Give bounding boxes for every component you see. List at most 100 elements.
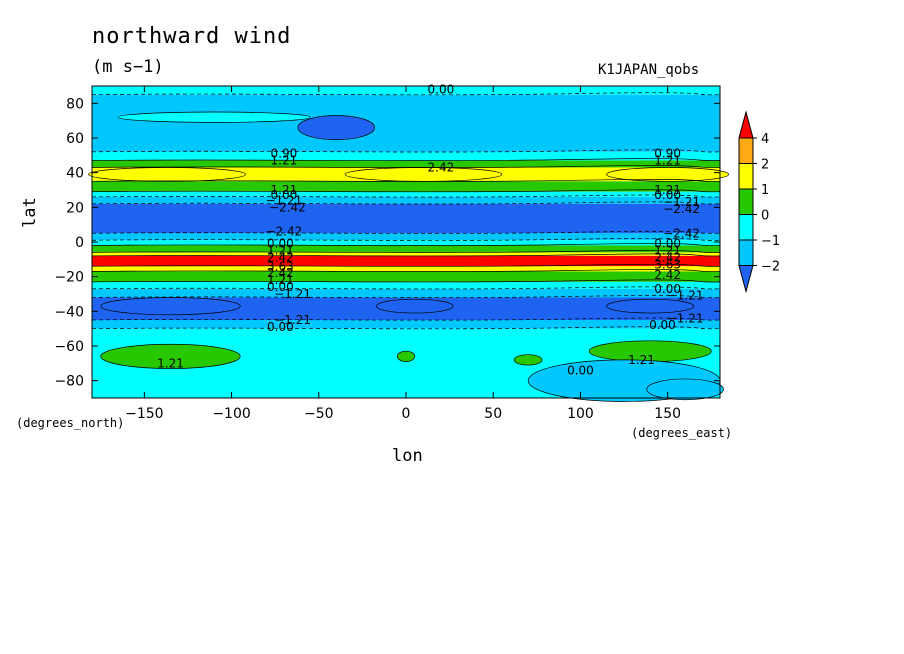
contour-label: 2.42 <box>654 268 681 282</box>
zonal-band <box>92 196 720 204</box>
colorbar-box <box>738 137 754 164</box>
contour-label: 0.00 <box>428 82 455 96</box>
contour-label: 0.90 <box>271 147 298 161</box>
zonal-band <box>92 245 720 253</box>
contour-line <box>91 201 721 205</box>
colorbar: 4 2 1 0 −1 −2 <box>738 110 780 294</box>
contour-line <box>91 295 721 298</box>
contour-line <box>91 231 721 234</box>
y-tick-label: −40 <box>54 304 84 320</box>
chart-title: northward wind <box>92 24 292 49</box>
colorbar-bottom-arrow <box>738 265 754 294</box>
zonal-band <box>92 160 720 168</box>
contour-patch <box>100 343 241 369</box>
contour-label: 1.21 <box>628 353 655 367</box>
zonal-band <box>92 233 720 241</box>
zonal-band <box>92 320 720 329</box>
contour-label: 1.21 <box>654 183 681 197</box>
y-tick-label: 20 <box>66 200 84 216</box>
y-tick-label: −80 <box>54 374 84 390</box>
contour-line <box>91 326 721 330</box>
run-label: K1JAPAN_qobs <box>598 62 700 78</box>
y-tick-label: 40 <box>66 166 84 182</box>
x-axis-label: lon <box>392 446 423 466</box>
contour-label: 2.42 <box>267 266 294 280</box>
zonal-band <box>92 240 720 246</box>
x-units-note: (degrees_east) <box>631 426 733 440</box>
contour-label: 0.00 <box>567 363 594 377</box>
x-tick-label: −150 <box>125 406 163 422</box>
contour-line <box>91 317 721 321</box>
contour-label: 1.21 <box>271 183 298 197</box>
contour-label: 0.00 <box>271 188 298 202</box>
contour-labels: 0.000.901.21 0.901.212.421.210.00−1.21−2.… <box>157 82 703 377</box>
y-tick-label: 60 <box>66 131 84 147</box>
colorbar-label: 4 <box>761 132 769 147</box>
contour-label: −2.42 <box>663 226 700 240</box>
contour-label: 1.21 <box>267 273 294 287</box>
contour-patch <box>88 167 246 182</box>
y-tick-label: −60 <box>54 339 84 355</box>
y-tick-label: 0 <box>75 235 84 251</box>
contour-patch <box>375 298 454 314</box>
colorbar-box <box>738 214 754 241</box>
colorbar-box <box>738 163 754 190</box>
contour-lines <box>91 92 721 330</box>
filled-patches <box>88 111 730 402</box>
contour-label: −1.21 <box>667 311 704 325</box>
zonal-band <box>92 288 720 298</box>
colorbar-label: 0 <box>761 209 769 224</box>
y-axis-ticks: 80 60 40 20 0 −20 −40 −60 −80 <box>54 96 720 390</box>
contour-label: 2.42 <box>267 251 294 265</box>
contour-label: 0.90 <box>654 147 681 161</box>
zonal-band <box>92 151 720 161</box>
contour-label: 0.00 <box>267 280 294 294</box>
contour-patch <box>646 378 724 401</box>
colorbar-box <box>738 239 754 266</box>
contour-line <box>91 269 721 272</box>
zonal-band <box>92 191 720 197</box>
contour-label: 2.42 <box>428 160 455 174</box>
colorbar-top-arrow <box>738 110 754 139</box>
contour-label: −1.21 <box>274 287 311 301</box>
contour-line <box>91 149 721 153</box>
x-tick-label: 0 <box>402 406 411 422</box>
contour-label: 1.21 <box>267 244 294 258</box>
contour-label: −1.21 <box>663 195 700 209</box>
contour-label: 2.42 <box>654 251 681 265</box>
contour-label: 0.00 <box>654 237 681 251</box>
contour-line <box>91 189 721 193</box>
zonal-band <box>92 271 720 282</box>
contour-line <box>91 253 721 257</box>
contour-line <box>91 250 721 253</box>
contour-label: −1.21 <box>667 289 704 303</box>
contour-patch <box>606 167 730 182</box>
contour-line <box>91 263 721 267</box>
contour-label: −2.42 <box>269 200 306 214</box>
y-axis-label: lat <box>20 197 40 228</box>
colorbar-label: −1 <box>761 234 780 249</box>
contour-label: −2.42 <box>663 202 700 216</box>
contour-line <box>91 237 721 241</box>
x-axis-ticks: −150 −100 −50 0 50 100 150 <box>125 86 681 422</box>
y-tick-label: −20 <box>54 270 84 286</box>
x-tick-label: −50 <box>304 406 334 422</box>
contour-label: 1.21 <box>157 356 184 370</box>
contour-label: 0.00 <box>654 282 681 296</box>
contour-line <box>91 165 721 168</box>
x-tick-label: 150 <box>654 406 681 422</box>
contour-line <box>91 279 721 283</box>
contour-label: 0.00 <box>649 318 676 332</box>
x-tick-label: 100 <box>567 406 594 422</box>
contour-label: 1.21 <box>654 244 681 258</box>
x-tick-label: 50 <box>484 406 502 422</box>
contour-line <box>91 92 721 96</box>
contour-patch <box>513 354 543 366</box>
zonal-band <box>92 255 720 267</box>
colorbar-label: −2 <box>761 260 780 275</box>
contour-line <box>91 179 721 182</box>
contour-label: 3.63 <box>654 258 681 272</box>
contour-patch <box>396 350 416 362</box>
